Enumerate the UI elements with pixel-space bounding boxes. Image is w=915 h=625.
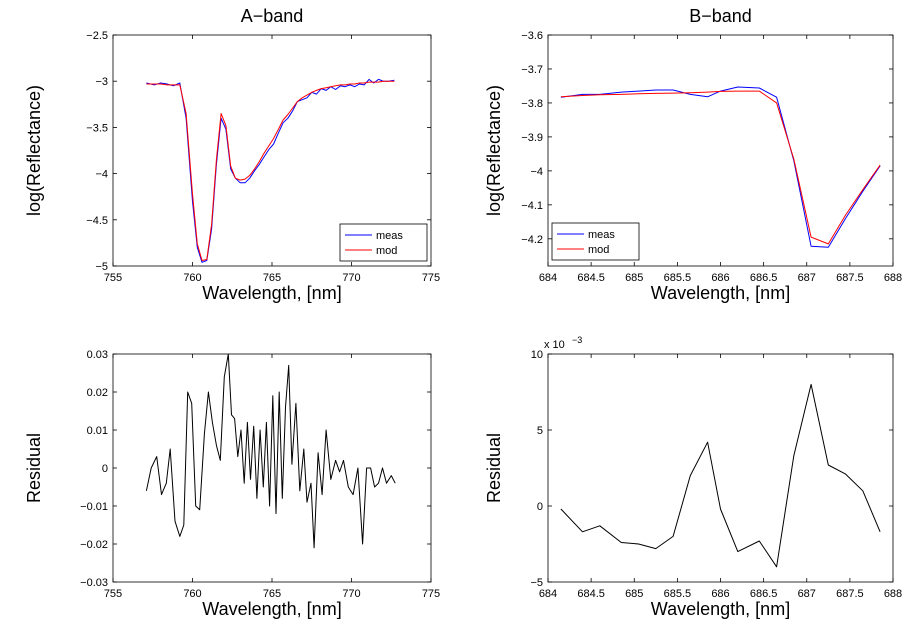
y-tick-label: 5: [537, 425, 543, 437]
chart-title: A−band: [241, 6, 304, 26]
y-axis-label: log(Reflectance): [484, 85, 504, 216]
legend: meas mod: [551, 222, 640, 261]
x-tick-label: 755: [104, 272, 122, 284]
y-tick-label: −3.6: [521, 30, 543, 42]
x-tick-label: 686.5: [750, 272, 778, 284]
y-tick-label: 10: [531, 349, 543, 361]
x-tick-label: 775: [422, 588, 440, 600]
x-tick-label: 687: [798, 588, 816, 600]
residual-line: [560, 383, 881, 568]
y-axis-label: Residual: [484, 433, 504, 503]
x-tick-label: 770: [342, 272, 360, 284]
y-tick-label: −2.5: [86, 30, 108, 42]
y-tick-label: −3: [95, 76, 108, 88]
y-tick-label: −3.9: [521, 132, 543, 144]
legend: meas mod: [339, 223, 428, 262]
plot-frame: [547, 353, 894, 583]
y-tick-label: −4: [530, 166, 543, 178]
plot-frame: [112, 353, 432, 583]
y-tick-label: −3.7: [521, 64, 543, 76]
legend-box: [551, 222, 640, 261]
y-tick-label: 0.03: [87, 349, 108, 361]
panel-a-band-residual: 755 760 765 770 775 −0.03 −0.02 −0.01 0 0.01 0.02 0…: [24, 349, 440, 619]
y-axis-label: log(Reflectance): [24, 85, 44, 216]
legend-label-mod: mod: [588, 244, 609, 256]
x-axis-label: Wavelength, [nm]: [202, 283, 341, 303]
x-tick-label: 687.5: [836, 588, 864, 600]
y-tick-label: −3.8: [521, 98, 543, 110]
series-line-meas: [146, 78, 395, 263]
x-tick-label: 684: [539, 272, 557, 284]
x-tick-label: 688: [884, 588, 902, 600]
chart-title: B−band: [689, 6, 752, 26]
x-tick-label: 760: [183, 588, 201, 600]
y-tick-label: −3.5: [86, 122, 108, 134]
x-tick-label: 687: [798, 272, 816, 284]
y-tick-label: −0.03: [80, 577, 108, 589]
x-tick-label: 765: [263, 272, 281, 284]
x-tick-label: 687.5: [836, 272, 864, 284]
residual-line: [145, 354, 396, 549]
panel-a-band-reflectance: 755 760 765 770 775 −5 −4.5 −4 −3.5 −3 −2.5 A−band W…: [24, 6, 440, 303]
x-tick-label: 770: [342, 588, 360, 600]
y-tick-label: −4.1: [521, 200, 543, 212]
y-tick-label: −0.01: [80, 501, 108, 513]
x-tick-label: 684.5: [577, 272, 605, 284]
x-tick-label: 685: [625, 272, 643, 284]
y-tick-label: 0.01: [87, 425, 108, 437]
x-tick-label: 688: [884, 272, 902, 284]
x-tick-label: 686: [711, 588, 729, 600]
y-tick-label: −0.02: [80, 539, 108, 551]
y-tick-label: −4: [95, 169, 108, 181]
x-tick-label: 685.5: [664, 588, 692, 600]
y-tick-label: −4.5: [86, 215, 108, 227]
x-axis-label: Wavelength, [nm]: [651, 283, 790, 303]
x-tick-label: 686.5: [750, 588, 778, 600]
panel-b-band-reflectance: 684 684.5 685 685.5 686 686.5 687 687.5 688 −4.2 −…: [484, 6, 902, 303]
legend-label-meas: meas: [588, 229, 615, 241]
x-tick-label: 684.5: [577, 588, 605, 600]
y-tick-label: 0: [102, 463, 108, 475]
x-tick-label: 684: [539, 588, 557, 600]
legend-label-meas: meas: [376, 230, 403, 242]
y-tick-label: −5: [95, 261, 108, 273]
y-tick-label: −5: [530, 577, 543, 589]
x-axis-label: Wavelength, [nm]: [651, 599, 790, 619]
y-tick-label: 0: [537, 501, 543, 513]
y-tick-label: −4.2: [521, 234, 543, 246]
x-tick-label: 755: [104, 588, 122, 600]
series-line-mod: [560, 90, 881, 245]
panel-b-band-residual: 684 684.5 685 685.5 686 686.5 687 687.5 688 −5 0 5 1…: [484, 335, 902, 619]
legend-label-mod: mod: [376, 245, 397, 257]
y-tick-label: 0.02: [87, 387, 108, 399]
series-line-mod: [146, 80, 395, 261]
x-tick-label: 685.5: [664, 272, 692, 284]
x-tick-label: 775: [422, 272, 440, 284]
legend-box: [339, 223, 428, 262]
x-tick-label: 685: [625, 588, 643, 600]
y-axis-label: Residual: [24, 433, 44, 503]
x-tick-label: 686: [711, 272, 729, 284]
y-exponent-label: x 10: [544, 339, 565, 351]
x-axis-label: Wavelength, [nm]: [202, 599, 341, 619]
x-tick-label: 760: [183, 272, 201, 284]
y-exponent-superscript: −3: [572, 335, 582, 345]
x-tick-label: 765: [263, 588, 281, 600]
